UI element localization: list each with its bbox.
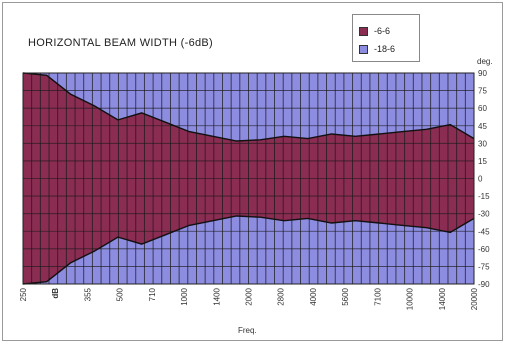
y-tick-label: -15 — [478, 192, 490, 201]
x-tick-label: 20000 — [470, 287, 479, 310]
x-tick-label: 14000 — [438, 287, 447, 310]
y-tick-label: 45 — [478, 122, 487, 131]
x-tick-label: 355 — [83, 287, 92, 301]
y-tick-label: 60 — [478, 104, 487, 113]
x-tick-label: 5600 — [341, 287, 350, 305]
y-tick-label: -75 — [478, 262, 490, 271]
legend-label-series-2: -18-6 — [374, 44, 396, 54]
legend-item-series-2: -18-6 — [359, 42, 395, 56]
x-tick-label: dB — [51, 288, 60, 299]
legend: -6-6 -18-6 — [352, 14, 420, 62]
x-tick-label: 1000 — [180, 287, 189, 305]
x-tick-label: 500 — [116, 287, 125, 301]
y-tick-label: 30 — [478, 139, 487, 148]
legend-swatch-series-2 — [359, 44, 368, 54]
x-axis-label: Freq. — [238, 326, 257, 335]
y-tick-label: 75 — [478, 87, 487, 96]
legend-label-series-1: -6-6 — [374, 26, 391, 36]
x-tick-label: 7100 — [373, 287, 382, 305]
x-tick-label: 10000 — [406, 287, 415, 310]
x-tick-label: 710 — [148, 287, 157, 301]
x-tick-label: 250 — [19, 287, 28, 301]
y-tick-label: -90 — [478, 280, 490, 289]
y-unit-label: deg. — [477, 57, 493, 66]
x-tick-label: 4000 — [309, 287, 318, 305]
plot-border — [22, 72, 475, 285]
y-tick-label: -60 — [478, 245, 490, 254]
chart-title: HORIZONTAL BEAM WIDTH (-6dB) — [28, 37, 214, 49]
legend-item-series-1: -6-6 — [359, 24, 390, 38]
x-tick-label: 1400 — [212, 287, 221, 305]
y-tick-label: 15 — [478, 157, 487, 166]
y-tick-label: -45 — [478, 227, 490, 236]
series-line-lower — [22, 215, 475, 285]
series-line-upper — [22, 72, 475, 142]
y-tick-label: 0 — [478, 175, 483, 184]
y-tick-label: -30 — [478, 210, 490, 219]
y-tick-label: 90 — [478, 69, 487, 78]
x-tick-label: 2000 — [245, 287, 254, 305]
legend-swatch-series-1 — [359, 26, 368, 36]
x-tick-label: 2800 — [277, 287, 286, 305]
